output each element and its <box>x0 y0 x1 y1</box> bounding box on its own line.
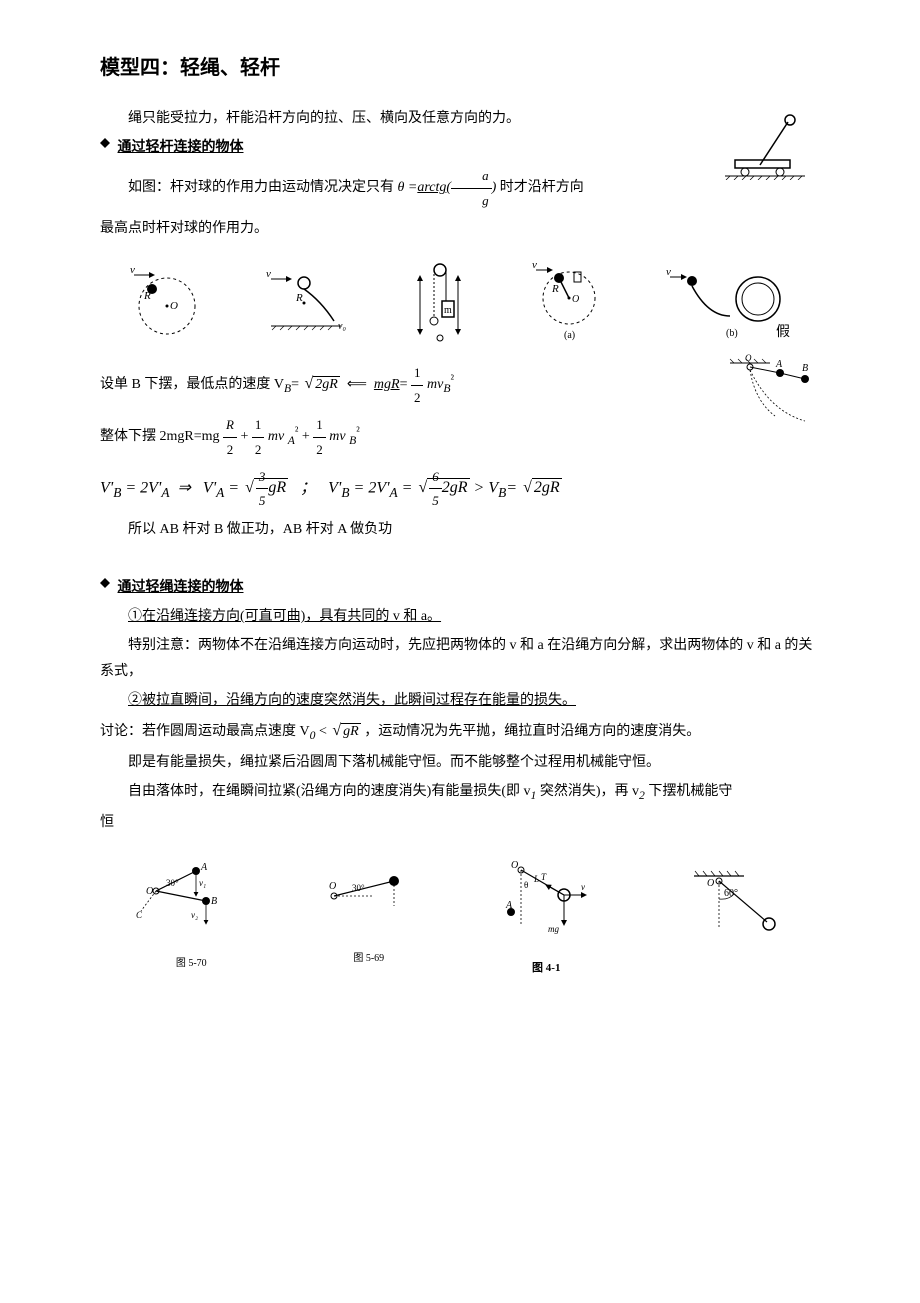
svg-text:C: C <box>136 910 143 920</box>
fig-5-70: O A B C v₁ v₂ 30° <box>131 856 251 946</box>
svg-text:v: v <box>581 882 585 892</box>
diagram-row-1: v R O v R v₀ m <box>100 256 820 346</box>
result-line: V'B = 2V'A ⇒ V'A = 35gR ； V'B = 2V'A = 6… <box>100 465 820 513</box>
svg-text:30°: 30° <box>166 878 179 888</box>
svg-text:(a): (a) <box>564 330 575 341</box>
svg-text:O: O <box>572 294 579 305</box>
svg-text:v₂: v₂ <box>191 910 198 920</box>
svg-text:v: v <box>532 259 537 271</box>
svg-text:O: O <box>170 300 178 312</box>
sec1-paragraph2: 最高点时杆对球的作用力。 <box>100 216 820 241</box>
conclusion1: 所以 AB 杆对 B 做正功，AB 杆对 A 做负功 <box>100 517 820 542</box>
sec2-p2: 特别注意：两物体不在沿绳连接方向运动时，先应把两物体的 v 和 a 在沿绳方向分… <box>100 633 820 683</box>
svg-text:T: T <box>541 872 547 882</box>
circle-a-diagram: v R O (a) <box>524 256 614 346</box>
svg-text:R: R <box>551 283 559 295</box>
svg-text:30°: 30° <box>352 883 365 893</box>
discuss-line: 讨论：若作圆周运动最高点速度 V0 < gR ，运动情况为先平抛，绳拉直时沿绳方… <box>100 717 820 746</box>
diamond-icon <box>100 133 110 143</box>
svg-text:O: O <box>707 878 714 889</box>
sec2-p3: ②被拉直瞬间，沿绳方向的速度突然消失，此瞬间过程存在能量的损失。 <box>100 688 820 713</box>
sec2-p4: 即是有能量损失，绳拉紧后沿圆周下落机械能守恒。而不能够整个过程用机械能守恒。 <box>100 750 820 775</box>
section2-heading: 通过轻绳连接的物体 <box>100 575 820 600</box>
side-note: 假 <box>776 320 790 345</box>
fig-5-69: O 30° <box>314 861 424 941</box>
svg-text:O: O <box>745 353 752 363</box>
svg-text:O: O <box>329 881 336 892</box>
pulley-diagram: m <box>400 256 480 346</box>
svg-text:O: O <box>511 860 518 871</box>
heng: 恒 <box>100 810 820 835</box>
page-title: 模型四：轻绳、轻杆 <box>100 50 820 86</box>
sec2-p1: ①在沿绳连接方向(可直可曲)，具有共同的 v 和 a。 <box>100 604 820 629</box>
circle-R-O-diagram: v R O <box>122 261 212 341</box>
ab-pendulum-diagram: O A B <box>720 351 820 431</box>
svg-text:θ: θ <box>524 880 528 890</box>
svg-text:A: A <box>200 862 208 873</box>
svg-text:R: R <box>295 292 303 304</box>
diamond-icon <box>100 573 110 583</box>
sec1-paragraph1: 如图：杆对球的作用力由运动情况决定只有 θ =arctg(ag) 时才沿杆方向 <box>100 164 820 212</box>
cliff-diagram: v R v₀ <box>256 261 356 341</box>
svg-text:m: m <box>444 305 452 316</box>
intro-text: 绳只能受拉力，杆能沿杆方向的拉、压、横向及任意方向的力。 <box>100 106 820 131</box>
svg-text:v: v <box>666 266 671 278</box>
ceiling-60-diagram: O 60° <box>669 864 789 964</box>
fig-label-41: 图 4-1 <box>486 959 606 979</box>
fig-label-569: 图 5-69 <box>314 950 424 968</box>
svg-text:v: v <box>266 268 271 280</box>
sec2-p5: 自由落体时，在绳瞬间拉紧(沿绳方向的速度消失)有能量损失(即 v1 突然消失)，… <box>100 779 820 806</box>
section1-heading: 通过轻杆连接的物体 <box>100 135 820 160</box>
svg-text:R: R <box>143 290 151 302</box>
svg-text:O: O <box>146 886 153 897</box>
svg-text:B: B <box>211 896 217 907</box>
svg-text:60°: 60° <box>724 888 738 899</box>
rod-cart-diagram <box>720 110 810 180</box>
svg-text:v: v <box>130 264 135 276</box>
assume-line: 设单 B 下摆，最低点的速度 VB= 2gR ⟸ mgR= 12 mvB² <box>100 361 820 409</box>
svg-text:L: L <box>533 874 539 884</box>
whole-swing-line: 整体下摆 2mgR=mg R2 + 12 mv A² + 12 mv B² <box>100 413 820 461</box>
svg-text:mg: mg <box>548 924 559 934</box>
svg-text:v₁: v₁ <box>199 878 206 888</box>
fig-label-570: 图 5-70 <box>131 955 251 973</box>
svg-text:B: B <box>802 363 808 374</box>
fig-4-1: O L T mg v A θ <box>486 850 606 950</box>
diagram-row-2: O A B C v₁ v₂ 30° 图 5-70 O 30° 图 5-69 O … <box>100 850 820 979</box>
svg-text:(b): (b) <box>726 328 738 339</box>
svg-text:A: A <box>775 359 783 370</box>
